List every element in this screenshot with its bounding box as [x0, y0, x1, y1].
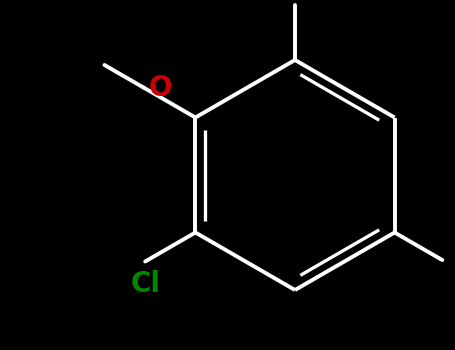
- Text: O: O: [148, 74, 172, 102]
- Text: Cl: Cl: [130, 270, 160, 298]
